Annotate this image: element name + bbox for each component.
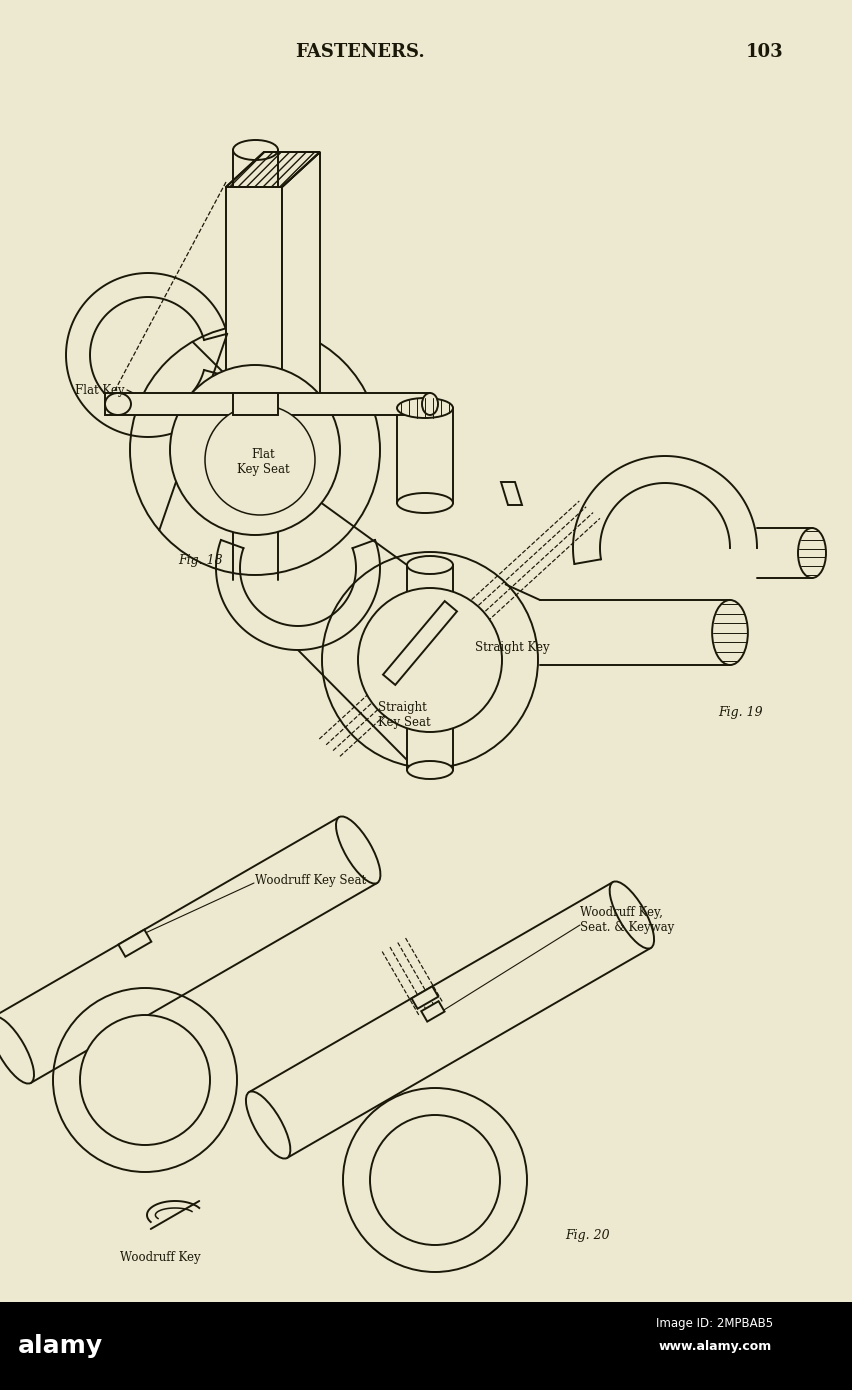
Polygon shape: [118, 930, 152, 956]
Ellipse shape: [105, 393, 131, 416]
Text: Woodruff Key,
Seat. & Keyway: Woodruff Key, Seat. & Keyway: [580, 906, 674, 934]
Text: Fig. 18: Fig. 18: [178, 553, 222, 567]
Ellipse shape: [422, 393, 438, 416]
Ellipse shape: [336, 816, 381, 884]
Ellipse shape: [712, 600, 748, 664]
Ellipse shape: [798, 528, 826, 578]
Circle shape: [322, 552, 538, 769]
Text: Straight Key: Straight Key: [475, 641, 550, 653]
Text: www.alamy.com: www.alamy.com: [659, 1340, 772, 1352]
Text: alamy: alamy: [17, 1334, 102, 1358]
Text: Woodruff Key Seat: Woodruff Key Seat: [255, 873, 366, 887]
Circle shape: [130, 325, 380, 575]
Text: Fig. 20: Fig. 20: [565, 1229, 610, 1241]
Ellipse shape: [397, 493, 453, 513]
Text: 103: 103: [746, 43, 784, 61]
Polygon shape: [421, 1001, 445, 1022]
Ellipse shape: [0, 1016, 34, 1084]
Polygon shape: [226, 188, 282, 416]
Circle shape: [170, 366, 340, 535]
Ellipse shape: [407, 556, 453, 574]
Text: FASTENERS.: FASTENERS.: [295, 43, 425, 61]
Text: Image ID: 2MPBAB5: Image ID: 2MPBAB5: [656, 1316, 774, 1330]
Circle shape: [370, 1115, 500, 1245]
Polygon shape: [501, 482, 522, 505]
Text: Woodruff Key: Woodruff Key: [119, 1251, 200, 1265]
Polygon shape: [282, 152, 320, 420]
Polygon shape: [412, 987, 438, 1009]
Circle shape: [343, 1088, 527, 1272]
Text: Straight
Key Seat: Straight Key Seat: [378, 701, 430, 728]
Ellipse shape: [233, 140, 278, 160]
Polygon shape: [383, 600, 457, 685]
Circle shape: [80, 1015, 210, 1145]
Ellipse shape: [397, 398, 453, 418]
Bar: [0, 1302, 852, 1390]
Bar: [105, 393, 430, 416]
Circle shape: [53, 988, 237, 1172]
Bar: [233, 393, 278, 416]
Circle shape: [358, 588, 502, 733]
Text: Flat Key: Flat Key: [75, 384, 124, 396]
Ellipse shape: [610, 881, 654, 948]
Ellipse shape: [407, 760, 453, 778]
Circle shape: [205, 404, 315, 516]
Text: Fig. 19: Fig. 19: [718, 706, 763, 719]
Ellipse shape: [246, 1091, 291, 1159]
Text: Flat
Key Seat: Flat Key Seat: [237, 448, 290, 475]
